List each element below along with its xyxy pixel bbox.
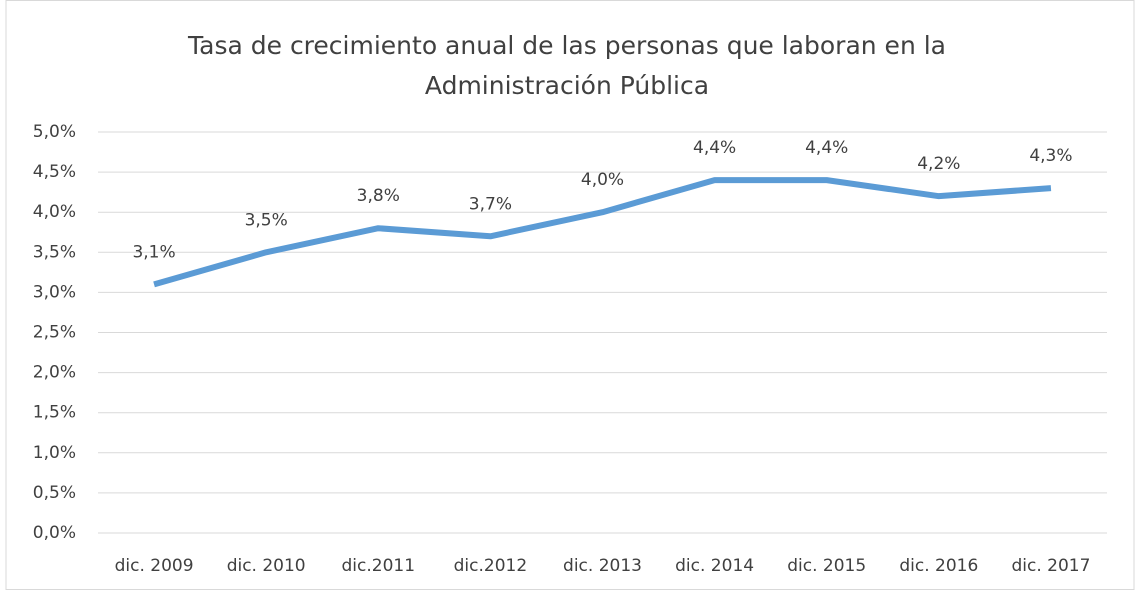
y-tick-label: 3,0% xyxy=(33,282,76,302)
data-label: 4,4% xyxy=(693,138,736,158)
y-tick-label: 5,0% xyxy=(33,122,76,142)
y-tick-label: 1,0% xyxy=(33,443,76,463)
data-label: 3,5% xyxy=(245,210,288,230)
data-label: 4,2% xyxy=(917,154,960,174)
data-label: 3,1% xyxy=(132,242,175,262)
x-tick-label: dic. 2016 xyxy=(899,556,978,576)
data-label: 4,4% xyxy=(805,138,848,158)
x-tick-label: dic. 2010 xyxy=(227,556,306,576)
x-tick-label: dic. 2014 xyxy=(675,556,754,576)
data-label: 3,8% xyxy=(357,186,400,206)
y-tick-label: 0,0% xyxy=(33,523,76,543)
chart-title: Tasa de crecimiento anual de las persona… xyxy=(188,31,946,100)
line xyxy=(153,177,1052,288)
y-tick-label: 1,5% xyxy=(33,403,76,423)
y-tick-label: 3,5% xyxy=(33,242,76,262)
data-label: 4,3% xyxy=(1029,146,1072,166)
x-tick-label: dic. 2009 xyxy=(115,556,194,576)
x-tick-label: dic.2012 xyxy=(454,556,528,576)
x-tick-label: dic.2011 xyxy=(342,556,416,576)
data-label: 4,0% xyxy=(581,170,624,190)
y-tick-label: 2,0% xyxy=(33,363,76,383)
x-tick-label: dic. 2015 xyxy=(787,556,866,576)
y-tick-label: 4,5% xyxy=(33,162,76,182)
x-tick-label: dic. 2013 xyxy=(563,556,642,576)
y-tick-label: 0,5% xyxy=(33,483,76,503)
y-tick-label: 4,0% xyxy=(33,202,76,222)
data-label: 3,7% xyxy=(469,194,512,214)
x-tick-label: dic. 2017 xyxy=(1011,556,1090,576)
y-tick-label: 2,5% xyxy=(33,323,76,343)
